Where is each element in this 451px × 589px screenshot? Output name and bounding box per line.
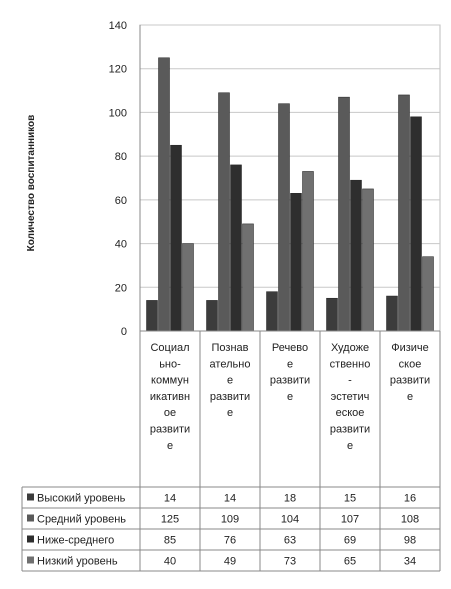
category-label: развити [330, 424, 370, 436]
bar-Высокий уровень [266, 291, 278, 332]
legend-swatch [27, 556, 34, 564]
bar-Ниже-среднего [350, 179, 362, 332]
bar-Средний уровень [398, 94, 410, 332]
category-label: ское [399, 358, 422, 370]
category-label: е [407, 391, 413, 403]
category-label: ательно [210, 358, 251, 370]
category-label: коммун [151, 375, 189, 387]
bar-Высокий уровень [146, 300, 158, 332]
category-label: - [348, 375, 352, 387]
y-tick-label: 20 [115, 282, 127, 294]
data-label: 125 [161, 514, 179, 526]
data-label: 14 [224, 493, 236, 505]
y-tick-label: 140 [109, 20, 127, 32]
data-label: 14 [164, 493, 176, 505]
data-label: 34 [404, 556, 416, 568]
bar-Средний уровень [158, 57, 170, 332]
category-label: ое [164, 407, 176, 419]
y-tick-label: 40 [115, 239, 127, 251]
category-label: ственно [330, 358, 371, 370]
data-label: 73 [284, 556, 296, 568]
category-label: е [227, 407, 233, 419]
category-label: Социал [150, 342, 189, 354]
data-label: 104 [281, 514, 299, 526]
data-label: 107 [341, 514, 359, 526]
category-label: развити [390, 375, 430, 387]
legend-label: Средний уровень [37, 514, 126, 526]
bar-Высокий уровень [326, 297, 338, 332]
bar-Ниже-среднего [230, 164, 242, 332]
bar-Средний уровень [218, 92, 230, 332]
data-label: 85 [164, 535, 176, 547]
bar-Ниже-среднего [170, 144, 182, 332]
data-label: 18 [284, 493, 296, 505]
category-label: Физиче [391, 342, 429, 354]
y-tick-label: 0 [121, 326, 127, 338]
legend-swatch [27, 493, 34, 501]
category-label: икативн [150, 391, 190, 403]
category-label: е [167, 440, 173, 452]
category-label: развити [150, 424, 190, 436]
bar-Низкий уровень [242, 223, 254, 332]
data-label: 15 [344, 493, 356, 505]
y-tick-label: 80 [115, 151, 127, 163]
category-label: е [287, 391, 293, 403]
data-label: 40 [164, 556, 176, 568]
y-tick-label: 60 [115, 195, 127, 207]
data-label: 49 [224, 556, 236, 568]
bar-Высокий уровень [206, 300, 218, 332]
legend-label: Ниже-среднего [37, 535, 114, 547]
data-label: 109 [221, 514, 239, 526]
bar-Низкий уровень [302, 171, 314, 332]
data-label: 108 [401, 514, 419, 526]
data-label: 98 [404, 535, 416, 547]
bar-Средний уровень [338, 96, 350, 332]
category-label: эстетич [331, 391, 370, 403]
y-tick-label: 120 [109, 64, 127, 76]
y-axis-title: Количество воспитанников [26, 115, 37, 252]
y-tick-label: 100 [109, 107, 127, 119]
legend-label: Высокий уровень [37, 493, 126, 505]
bar-Низкий уровень [422, 256, 434, 332]
category-label: еское [336, 407, 365, 419]
category-label: развити [270, 375, 310, 387]
category-label: Речево [272, 342, 308, 354]
bar-Ниже-среднего [290, 193, 302, 332]
category-label: Познав [212, 342, 249, 354]
data-label: 76 [224, 535, 236, 547]
bar-Низкий уровень [362, 188, 374, 332]
bar-Высокий уровень [386, 295, 398, 332]
data-label: 69 [344, 535, 356, 547]
bar-Средний уровень [278, 103, 290, 332]
category-label: Художе [331, 342, 369, 354]
category-label: е [347, 440, 353, 452]
legend-swatch [27, 514, 34, 522]
category-label: ьно- [159, 358, 181, 370]
legend-label: Низкий уровень [37, 556, 118, 568]
data-label: 16 [404, 493, 416, 505]
bar-Ниже-среднего [410, 116, 422, 332]
bar-Низкий уровень [182, 243, 194, 332]
category-label: развити [210, 391, 250, 403]
category-label: е [227, 375, 233, 387]
data-label: 65 [344, 556, 356, 568]
data-label: 63 [284, 535, 296, 547]
legend-swatch [27, 535, 34, 543]
category-label: е [287, 358, 293, 370]
